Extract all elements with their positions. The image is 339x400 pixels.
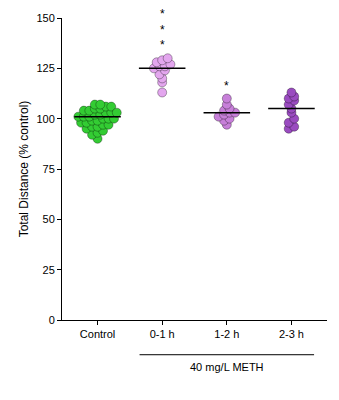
svg-text:***: ***	[160, 7, 165, 52]
svg-text:25: 25	[43, 264, 55, 276]
svg-text:Control: Control	[80, 328, 115, 340]
svg-text:100: 100	[36, 113, 54, 125]
svg-text:125: 125	[36, 62, 54, 74]
svg-text:150: 150	[36, 12, 54, 24]
svg-text:75: 75	[43, 163, 55, 175]
svg-text:2-3 h: 2-3 h	[279, 328, 304, 340]
svg-text:0: 0	[49, 314, 55, 326]
svg-text:50: 50	[43, 213, 55, 225]
svg-text:0-1 h: 0-1 h	[150, 328, 175, 340]
svg-text:40 mg/L METH: 40 mg/L METH	[190, 361, 264, 373]
svg-text:Total Distance (% control): Total Distance (% control)	[17, 101, 31, 238]
svg-text:1-2 h: 1-2 h	[214, 328, 239, 340]
svg-text:*: *	[224, 79, 229, 93]
